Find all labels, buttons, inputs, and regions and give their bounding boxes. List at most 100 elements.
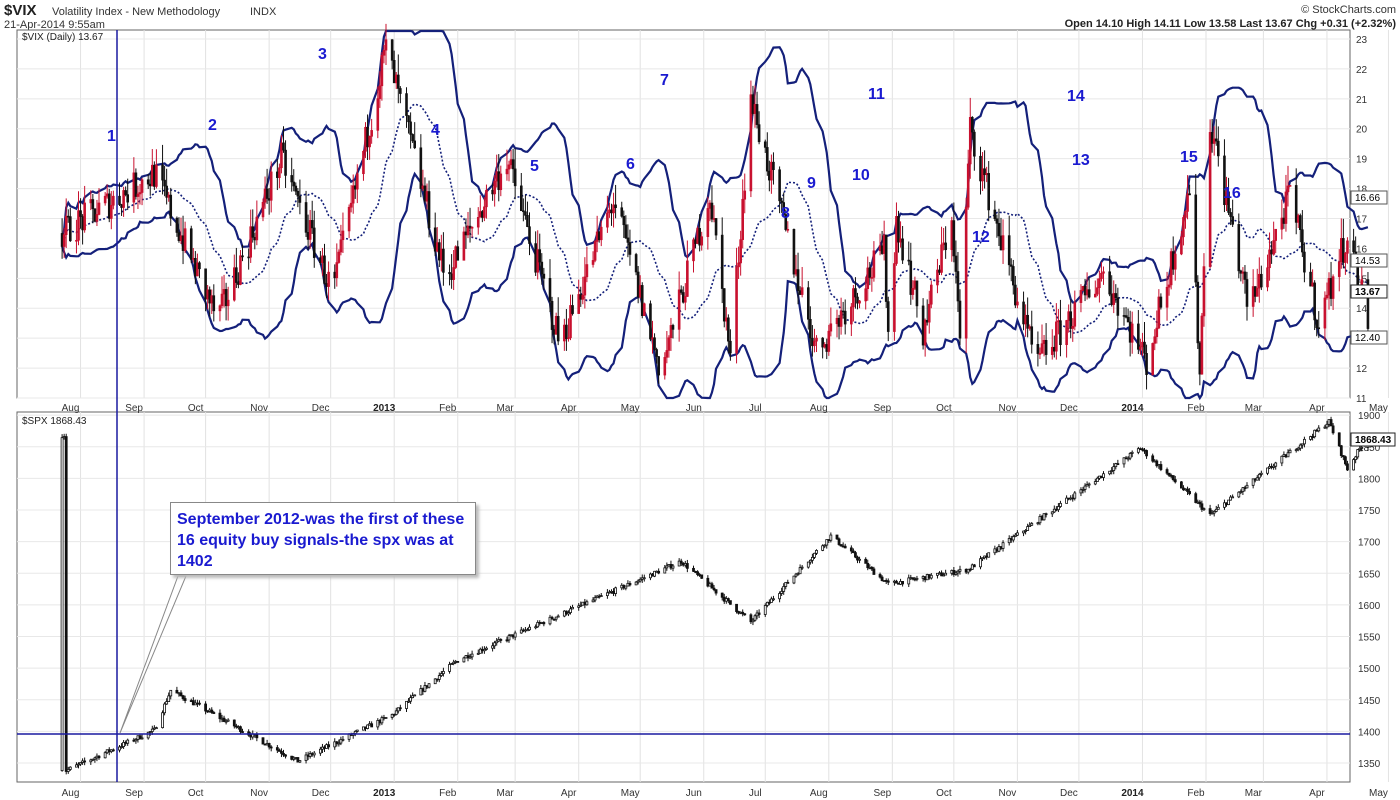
spx-candle-body xyxy=(169,689,173,697)
vix-candle-body xyxy=(581,294,585,300)
vix-candle-body xyxy=(735,266,738,354)
vix-candle-body xyxy=(1036,343,1040,354)
vix-candle-body xyxy=(671,325,675,330)
spx-candle-body xyxy=(1280,455,1284,464)
vix-candle-body xyxy=(368,136,371,148)
vix-candle-body xyxy=(772,161,775,171)
spx-x-tick-label: Aug xyxy=(810,788,828,799)
vix-candle-body xyxy=(1009,264,1013,267)
vix-candle-body xyxy=(710,202,714,220)
vix-candle-body xyxy=(852,288,855,308)
spx-candle-body xyxy=(482,649,486,652)
spx-candle-body xyxy=(284,754,287,757)
vix-candle-body xyxy=(321,255,324,264)
signal-12: 12 xyxy=(972,229,990,246)
vix-candle-body xyxy=(835,317,839,325)
spx-y-tick-label: 1550 xyxy=(1358,633,1381,644)
vix-candle-body xyxy=(642,303,646,316)
spx-candles xyxy=(60,416,1370,775)
spx-candle-body xyxy=(255,734,259,739)
spx-candle-body xyxy=(1251,478,1255,486)
vix-candle-body xyxy=(1114,293,1118,299)
vix-y-tick-label: 19 xyxy=(1356,155,1368,166)
spx-candle-body xyxy=(1073,492,1077,499)
spx-candle-body xyxy=(751,619,755,623)
spx-candle-body xyxy=(880,576,884,582)
spx-candle-body xyxy=(624,585,628,589)
spx-candle-body xyxy=(671,565,675,569)
vix-candle-body xyxy=(448,272,451,275)
vix-x-tick-label: Jun xyxy=(686,403,702,414)
vix-candle-body xyxy=(925,319,929,323)
spx-candle-body xyxy=(784,581,788,587)
spx-candle-body xyxy=(337,742,341,745)
vix-candle-body xyxy=(1038,353,1042,355)
spx-candle-body xyxy=(720,592,724,598)
spx-candle-body xyxy=(856,556,859,561)
signal-14: 14 xyxy=(1067,88,1085,105)
spx-candle-body xyxy=(212,712,216,714)
vix-candle-body xyxy=(122,190,125,208)
vix-candle-body xyxy=(442,248,445,273)
spx-candle-body xyxy=(1360,446,1364,449)
spx-candle-body xyxy=(1141,448,1144,451)
vix-candle-body xyxy=(1014,284,1017,306)
vix-candle-body xyxy=(880,245,884,254)
vix-candle-body xyxy=(1344,252,1347,263)
vix-candle-body xyxy=(837,317,841,327)
spx-candle-body xyxy=(653,570,656,577)
spx-candle-body xyxy=(513,632,517,638)
vix-candle-body xyxy=(255,216,259,241)
vix-candle-body xyxy=(538,249,542,263)
vix-candle-body xyxy=(1128,321,1132,343)
header-quote: Open 14.10 High 14.11 Low 13.58 Last 13.… xyxy=(1065,18,1397,30)
vix-candle-body xyxy=(640,285,644,316)
vix-candle-body xyxy=(425,191,429,202)
vix-candle-body xyxy=(1184,211,1187,218)
price-box-last-text: 13.67 xyxy=(1355,287,1380,298)
vix-candle-body xyxy=(1266,267,1269,288)
vix-candle-body xyxy=(1282,217,1286,224)
vix-candle-body xyxy=(927,303,931,323)
spx-candle-body xyxy=(700,574,704,579)
vix-x-tick-label: 2014 xyxy=(1121,403,1144,414)
vix-candle-body xyxy=(1258,273,1261,289)
vix-candle-body xyxy=(1159,296,1163,308)
signal-8: 8 xyxy=(781,205,790,222)
vix-candle-body xyxy=(1239,270,1243,274)
spx-candle-body xyxy=(1173,479,1177,483)
spx-x-tick-label: May xyxy=(621,788,640,799)
vix-candle-body xyxy=(897,216,900,243)
spx-x-tick-label: Apr xyxy=(561,788,577,799)
spx-candle-body xyxy=(1059,502,1062,507)
vix-band-middle xyxy=(61,103,1369,334)
vix-candle-body xyxy=(743,190,747,200)
spx-candle-body xyxy=(542,622,546,625)
spx-candle-body xyxy=(1136,448,1140,453)
vix-candle-body xyxy=(1137,323,1140,350)
vix-candle-body xyxy=(1325,294,1329,299)
spx-candle-body xyxy=(470,653,474,658)
spx-candle-body xyxy=(394,710,398,715)
vix-candle-body xyxy=(249,226,252,258)
vix-candle-body xyxy=(450,273,453,280)
spx-candle-body xyxy=(439,673,443,676)
spx-candle-body xyxy=(419,688,423,696)
vix-candle-body xyxy=(239,255,242,285)
spx-candle-body xyxy=(413,694,417,697)
spx-candle-body xyxy=(1286,452,1290,458)
spx-candle-body xyxy=(495,640,499,644)
spx-candle-body xyxy=(1171,475,1175,481)
vix-x-tick-label: 2013 xyxy=(373,403,396,414)
vix-candle-body xyxy=(534,243,537,273)
spx-candle-body xyxy=(1259,472,1263,475)
vix-candle-body xyxy=(341,230,345,241)
vix-candle-body xyxy=(792,229,796,275)
vix-candle-body xyxy=(850,306,853,325)
vix-candle-body xyxy=(292,181,296,187)
vix-candle-body xyxy=(378,85,382,99)
vix-candle-body xyxy=(778,169,781,202)
spx-candle-body xyxy=(657,570,661,574)
vix-candle-body xyxy=(366,126,369,148)
vix-candle-body xyxy=(333,271,337,279)
